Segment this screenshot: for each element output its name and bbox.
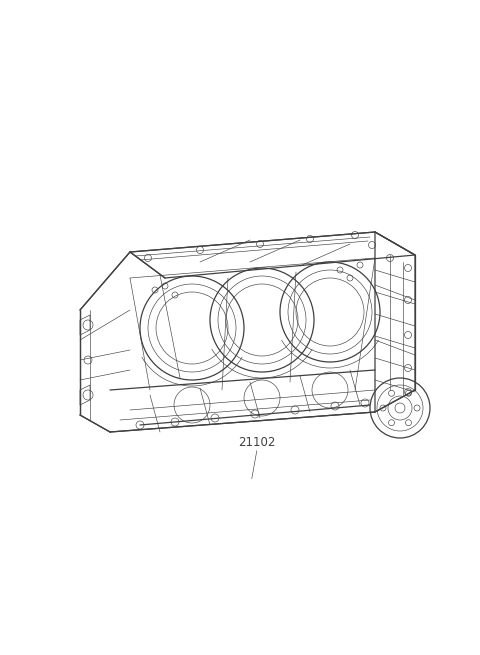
- Text: 21102: 21102: [238, 436, 276, 449]
